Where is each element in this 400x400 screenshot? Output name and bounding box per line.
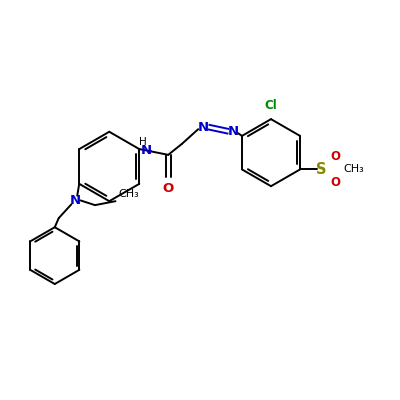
Text: O: O (330, 150, 340, 163)
Text: CH₃: CH₃ (119, 189, 140, 199)
Text: N: N (70, 194, 81, 207)
Text: O: O (162, 182, 174, 196)
Text: N: N (141, 144, 152, 157)
Text: H: H (140, 137, 147, 147)
Text: S: S (316, 162, 327, 177)
Text: N: N (198, 121, 209, 134)
Text: Cl: Cl (265, 99, 277, 112)
Text: N: N (228, 125, 239, 138)
Text: CH₃: CH₃ (344, 164, 364, 174)
Text: O: O (330, 176, 340, 188)
